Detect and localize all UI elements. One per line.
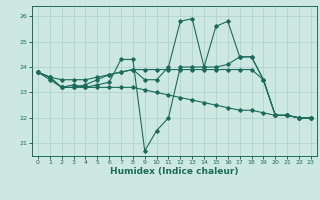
X-axis label: Humidex (Indice chaleur): Humidex (Indice chaleur) [110,167,239,176]
